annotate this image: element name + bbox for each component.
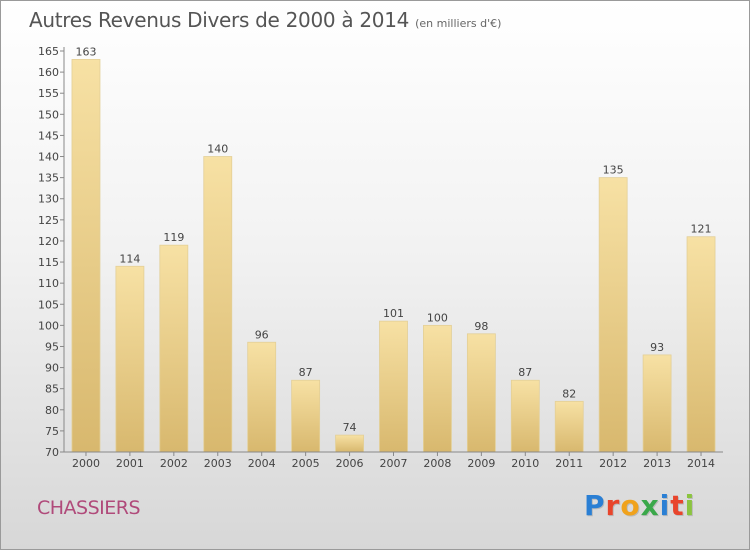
x-tick-label: 2011 bbox=[555, 457, 583, 470]
commune-name: CHASSIERS bbox=[37, 497, 141, 519]
y-axis: 70 75 80 85 90 95 100 105 110 115 120 125 130 135 140 1… bbox=[38, 45, 65, 459]
y-tick-label: 135 bbox=[38, 172, 59, 185]
y-tick-label: 90 bbox=[45, 362, 59, 375]
bar bbox=[247, 341, 277, 453]
logo-letter: t bbox=[670, 489, 685, 522]
y-tick-label: 165 bbox=[38, 45, 59, 58]
bar bbox=[379, 320, 408, 453]
x-tick-label: 2013 bbox=[643, 457, 671, 470]
x-tick-label: 2012 bbox=[599, 457, 627, 470]
bar bbox=[423, 324, 452, 453]
bar bbox=[203, 156, 233, 453]
y-tick-label: 120 bbox=[38, 235, 59, 248]
bar-value-label: 100 bbox=[427, 311, 448, 324]
y-tick-label: 150 bbox=[38, 108, 59, 121]
bar-value-label: 101 bbox=[383, 307, 404, 320]
x-tick-label: 2001 bbox=[116, 457, 144, 470]
x-tick-label: 2002 bbox=[160, 457, 188, 470]
bar-value-label: 87 bbox=[299, 366, 313, 379]
y-tick-label: 115 bbox=[38, 256, 59, 269]
y-tick-label: 155 bbox=[38, 87, 59, 100]
x-tick-label: 2000 bbox=[72, 457, 100, 470]
chart-title: Autres Revenus Divers de 2000 à 2014 (en… bbox=[29, 8, 501, 32]
bar bbox=[642, 354, 672, 453]
y-tick-label: 105 bbox=[38, 298, 59, 311]
bar bbox=[115, 265, 145, 453]
bar-value-label: 96 bbox=[255, 328, 269, 341]
bar bbox=[466, 333, 496, 453]
chart-title-text: Autres Revenus Divers de 2000 à 2014 bbox=[29, 8, 410, 32]
bar-value-label: 135 bbox=[603, 164, 624, 177]
chart-subtitle: (en milliers d'€) bbox=[415, 17, 502, 30]
y-tick-label: 140 bbox=[38, 151, 59, 164]
bar-value-label: 140 bbox=[207, 143, 228, 156]
bar-value-label: 121 bbox=[691, 223, 712, 236]
logo-letter: x bbox=[640, 489, 660, 522]
y-tick-label: 100 bbox=[38, 319, 59, 332]
y-tick-label: 95 bbox=[45, 340, 59, 353]
bar-value-label: 119 bbox=[163, 231, 184, 244]
y-tick-label: 145 bbox=[38, 129, 59, 142]
bar bbox=[159, 244, 189, 453]
bar-value-label: 74 bbox=[343, 421, 357, 434]
bar bbox=[335, 434, 364, 453]
bar bbox=[291, 379, 321, 453]
x-tick-label: 2004 bbox=[248, 457, 276, 470]
bar bbox=[71, 59, 101, 453]
y-tick-label: 110 bbox=[38, 277, 59, 290]
logo-letter: i bbox=[684, 489, 696, 522]
bar-value-label: 87 bbox=[518, 366, 532, 379]
proxiti-logo[interactable]: Proxiti bbox=[584, 489, 695, 522]
logo-letter: r bbox=[605, 489, 621, 522]
x-tick-label: 2009 bbox=[467, 457, 495, 470]
y-tick-label: 70 bbox=[45, 446, 59, 459]
x-tick-label: 2007 bbox=[380, 457, 408, 470]
bar bbox=[686, 236, 716, 453]
bars: 163 114 119 140 96 87 74 101 100 98 87 82 135 93 121 bbox=[71, 45, 716, 453]
y-tick-label: 130 bbox=[38, 193, 59, 206]
x-tick-label: 2006 bbox=[336, 457, 364, 470]
bar bbox=[510, 379, 540, 453]
bar-value-label: 82 bbox=[562, 387, 576, 400]
y-tick-label: 125 bbox=[38, 214, 59, 227]
x-tick-label: 2005 bbox=[292, 457, 320, 470]
x-tick-label: 2014 bbox=[687, 457, 715, 470]
x-tick-label: 2003 bbox=[204, 457, 232, 470]
y-tick-label: 85 bbox=[45, 383, 59, 396]
logo-letter: i bbox=[659, 489, 671, 522]
y-tick-label: 160 bbox=[38, 66, 59, 79]
y-tick-label: 80 bbox=[45, 404, 59, 417]
bar-value-label: 98 bbox=[474, 320, 488, 333]
x-tick-label: 2008 bbox=[423, 457, 451, 470]
x-tick-label: 2010 bbox=[511, 457, 539, 470]
bar-value-label: 93 bbox=[650, 341, 664, 354]
bar-value-label: 163 bbox=[75, 45, 96, 58]
bar bbox=[598, 177, 628, 453]
bar-value-label: 114 bbox=[119, 252, 140, 265]
bar bbox=[554, 400, 584, 453]
y-tick-label: 75 bbox=[45, 425, 59, 438]
x-axis: 2000 2001 2002 2003 2004 2005 2006 2007 2008 2009… bbox=[64, 451, 723, 470]
logo-letter: P bbox=[584, 489, 606, 522]
logo-letter: o bbox=[620, 489, 641, 522]
